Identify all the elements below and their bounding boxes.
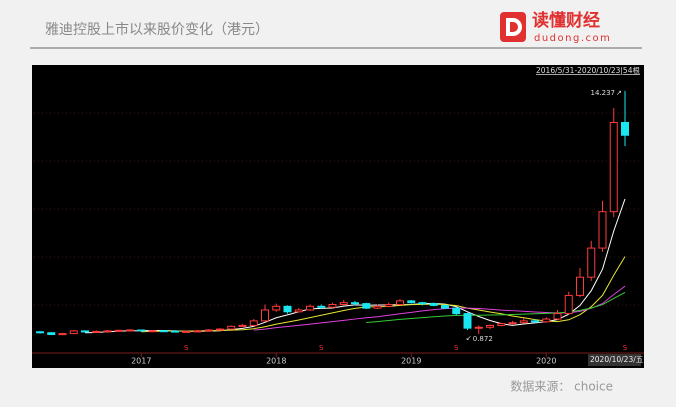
candle-body (306, 305, 314, 311)
candle-body (407, 300, 416, 304)
candle-body (137, 329, 146, 332)
candle-body (519, 320, 528, 324)
candle-body (193, 330, 202, 333)
candle-body (542, 318, 551, 323)
candle-body (384, 304, 393, 307)
candle-body (531, 320, 539, 323)
candle-body (227, 325, 236, 330)
cursor-label: 2020/10/23/五 (590, 355, 644, 364)
candle-body (486, 324, 494, 328)
logo-text: 读懂财经 (532, 10, 600, 31)
candle-body (272, 305, 281, 311)
candle-body (159, 330, 168, 333)
candle-body (508, 322, 517, 325)
candle-body (171, 330, 179, 333)
low-label: 0.872 (473, 335, 493, 343)
candle-body (553, 313, 562, 320)
signal-marker: S (454, 344, 459, 352)
candle-body (92, 330, 101, 333)
low-arrow: ↙ (466, 334, 472, 342)
cursor-box (588, 354, 641, 366)
x-tick-label: 2018 (266, 357, 286, 366)
signal-marker: S (623, 344, 628, 352)
candle-body (351, 302, 359, 305)
high-arrow: ↗ (616, 89, 622, 97)
candle-body (474, 326, 483, 329)
candle-body (182, 330, 191, 333)
candle-body (328, 304, 337, 308)
candle-body (396, 300, 404, 305)
candle-body (598, 211, 607, 249)
candle-body (339, 302, 348, 305)
candle-body (441, 304, 449, 309)
candle-body (564, 294, 573, 315)
candle-body (36, 331, 44, 334)
source: 数据来源： choice (510, 379, 613, 394)
candle-body (294, 309, 303, 313)
candle-body (463, 313, 472, 329)
candle-body (148, 330, 157, 333)
candle-body (362, 303, 371, 309)
candle-body (609, 122, 618, 213)
chart-panel (32, 65, 644, 368)
candle-body (261, 309, 269, 322)
candle-body (283, 305, 292, 313)
candle-body (587, 247, 596, 278)
signal-marker: S (184, 344, 189, 352)
candle-body (576, 276, 584, 296)
logo-icon (500, 12, 526, 42)
candle-body (114, 329, 123, 332)
candle-body (238, 324, 247, 327)
candle-body (216, 328, 224, 331)
x-tick-label: 2017 (131, 357, 151, 366)
candle-body (58, 333, 67, 336)
candle-body (126, 329, 134, 332)
candle-body (621, 122, 629, 136)
x-tick-label: 2020 (536, 357, 556, 366)
candle-body (429, 303, 438, 306)
high-label: 14.237 (591, 89, 616, 97)
logo-domain: dudong.com (534, 33, 611, 44)
title: 雅迪控股上市以来股价变化（港元） (45, 21, 269, 38)
x-tick-label: 2019 (401, 357, 421, 366)
candle-body (103, 330, 112, 333)
candle-body (69, 330, 78, 335)
signal-marker: S (319, 344, 324, 352)
ma-line (366, 292, 626, 324)
candle-body (81, 330, 89, 333)
candle-body (452, 307, 461, 315)
candle-body (497, 323, 506, 326)
candle-body (249, 320, 258, 326)
candle-body (317, 305, 326, 308)
candle-body (373, 305, 382, 309)
candle-body (204, 329, 213, 332)
candle-body (418, 302, 427, 305)
candle-body (47, 332, 56, 336)
range-label: 2016/5/31-2020/10/23|54根 (536, 65, 640, 75)
